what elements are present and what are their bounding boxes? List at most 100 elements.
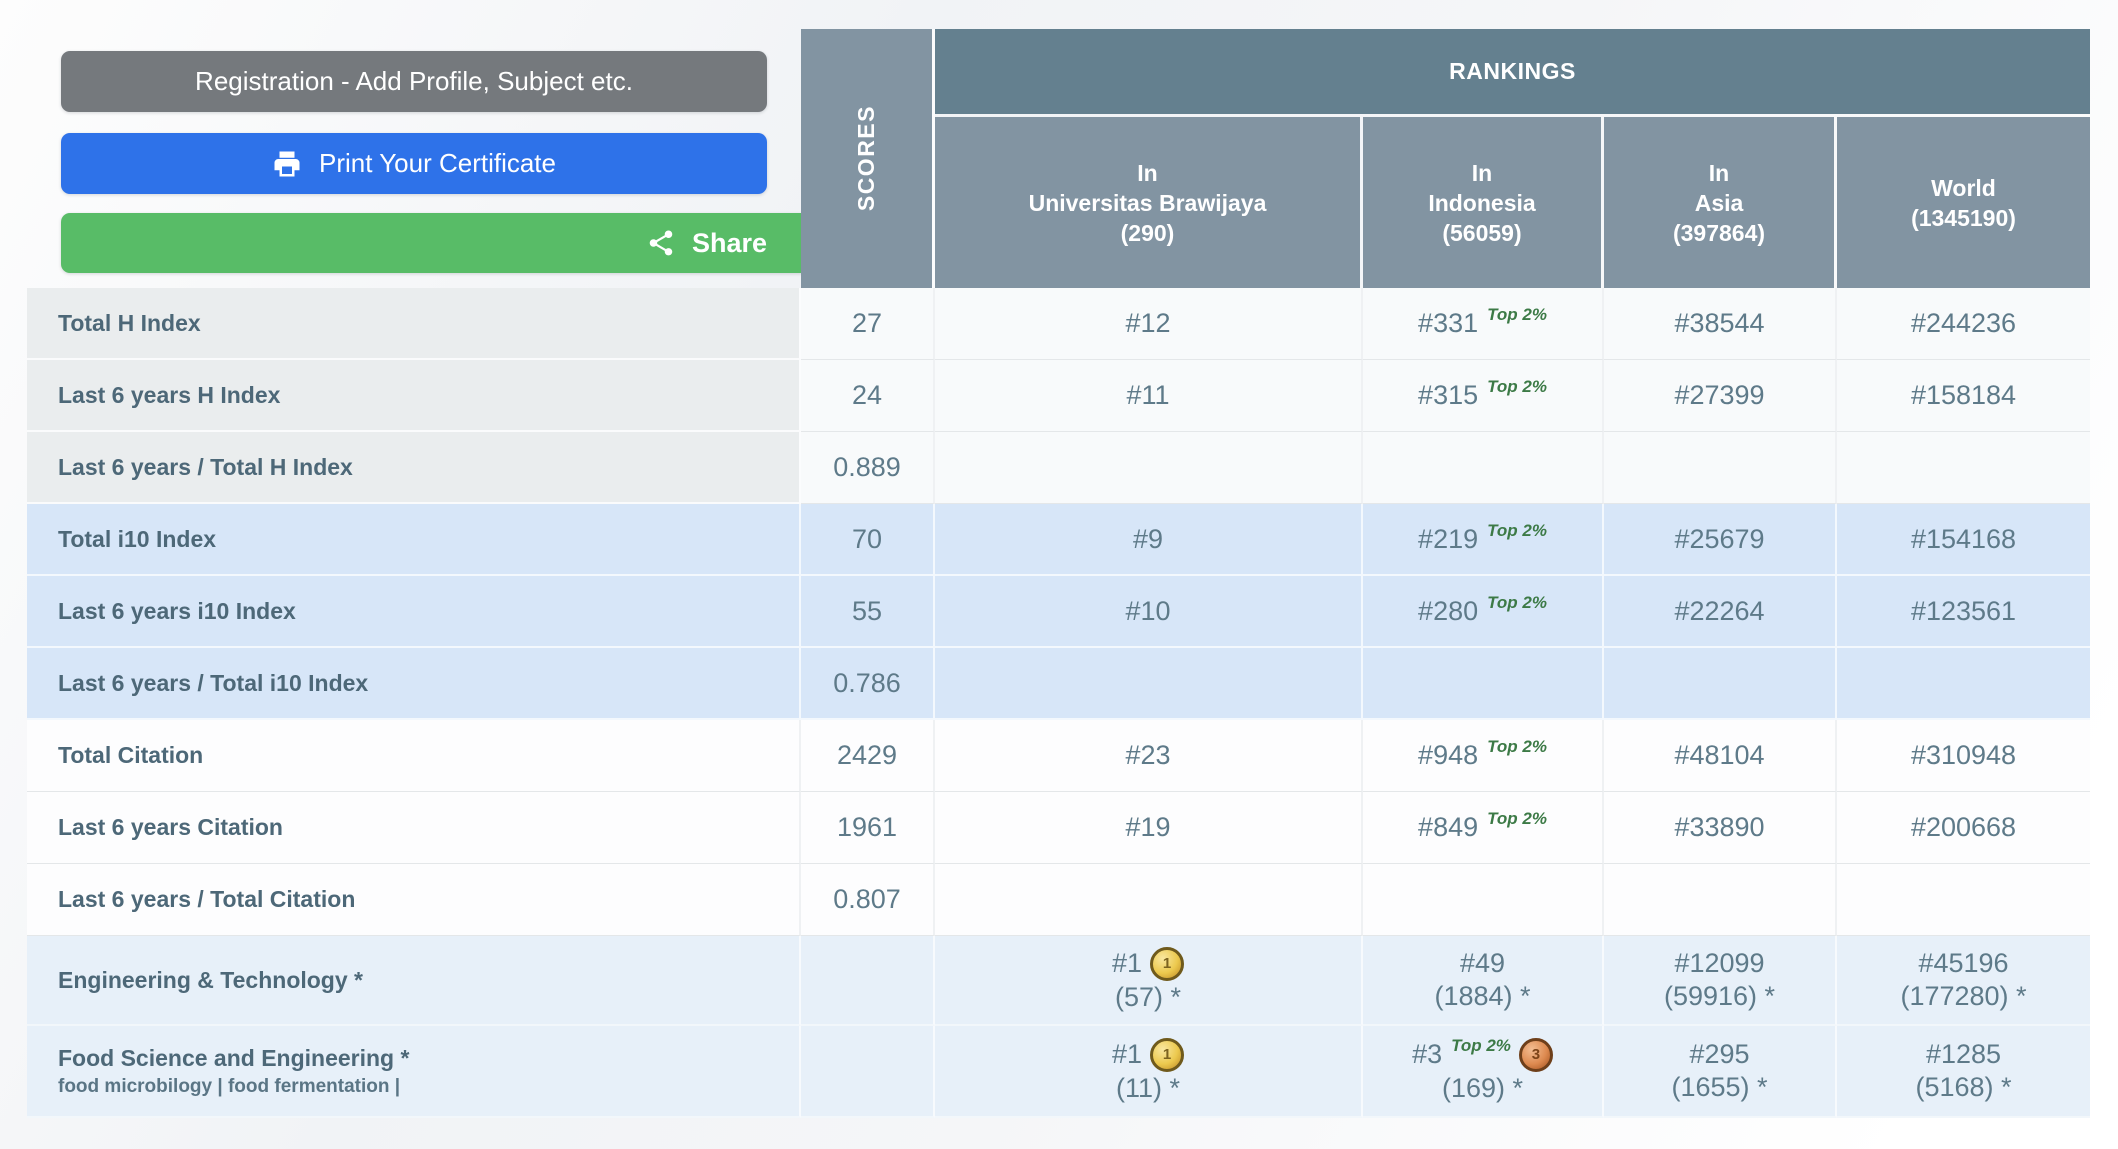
rank-value: #244236 [1910, 308, 2017, 338]
rank-value: #849 [1418, 812, 1479, 842]
rank-cell-indonesia: #280 Top 2% [1363, 576, 1604, 648]
rank-cell-world [1837, 648, 2090, 720]
rank-value: #1285 [1925, 1039, 2002, 1069]
row-label: Last 6 years / Total Citation [58, 886, 356, 912]
rank-value: #280 [1418, 595, 1479, 626]
rank-value: #219 [1418, 523, 1479, 554]
top-2-percent-badge: Top 2% [1487, 737, 1547, 756]
rank-denominator: (5168) * [1915, 1072, 2012, 1102]
rank-line: #49 [1460, 947, 1505, 980]
row-label: Last 6 years Citation [58, 814, 283, 840]
rank-cell-asia [1604, 864, 1837, 936]
rank-line: #11 [1126, 379, 1169, 412]
rank-denominator: (1884) * [1434, 981, 1531, 1011]
score-cell [801, 1026, 935, 1118]
rank-cell-asia: #33890 [1604, 792, 1837, 864]
rank-value: #154168 [1910, 523, 2017, 554]
rank-line: #12 [1125, 307, 1170, 340]
rank-value: #200668 [1910, 812, 2017, 842]
row-label-cell: Last 6 years / Total i10 Index [27, 648, 801, 720]
column-header-line: Indonesia [1428, 189, 1536, 216]
rank-value: #49 [1459, 948, 1506, 978]
rankings-column-headers: In Universitas Brawijaya (290) In Indonesia (… [935, 117, 2090, 288]
rank-cell-asia: #27399 [1604, 360, 1837, 432]
rank-cell-asia: #22264 [1604, 576, 1837, 648]
rank-denominator: (177280) * [1900, 981, 2027, 1011]
column-header-line: (290) [1120, 219, 1175, 246]
rank-cell-indonesia: #315 Top 2% [1363, 360, 1604, 432]
score-value: 0.889 [833, 452, 901, 482]
row-label-cell: Total Citation [27, 720, 801, 792]
rank-cell-asia: #48104 [1604, 720, 1837, 792]
rank-cell-indonesia: #948 Top 2% [1363, 720, 1604, 792]
rank-denominator: (59916) * [1663, 981, 1776, 1011]
row-label-cell: Food Science and Engineering * food micro… [27, 1026, 801, 1118]
rank-line: #33890 [1674, 811, 1764, 844]
score-cell: 0.807 [801, 864, 935, 936]
rank-cell-universitas-brawijaya [935, 648, 1363, 720]
rank-cell-world: #310948 [1837, 720, 2090, 792]
rank-cell-world [1837, 864, 2090, 936]
rank-value: #12099 [1674, 948, 1765, 978]
top-2-percent-badge: Top 2% [1487, 592, 1547, 612]
score-value: 0.786 [833, 667, 901, 698]
rankings-table: SCORES RANKINGS In Universitas Brawijaya (… [27, 29, 2090, 1118]
scores-column-header-label: SCORES [853, 105, 879, 212]
rank-cell-indonesia [1363, 648, 1604, 720]
rank-value: #948 [1418, 740, 1479, 770]
column-header-line: Universitas Brawijaya [1028, 189, 1267, 216]
column-header-line: World [1931, 174, 1996, 201]
score-value: 24 [851, 380, 883, 410]
rank-value: #23 [1125, 740, 1171, 770]
column-header-line: In [1137, 159, 1158, 186]
row-label-cell: Last 6 years / Total H Index [27, 432, 801, 504]
rank-line: #19 [1125, 811, 1170, 844]
score-cell: 2429 [801, 720, 935, 792]
rank-value: #331 [1418, 308, 1479, 338]
header-spacer [27, 29, 801, 288]
column-header-line: In [1471, 159, 1493, 186]
rank-value: #38544 [1674, 308, 1765, 338]
rank-value: #48104 [1674, 740, 1765, 770]
rank-line: #3 Top 2% 3 [1412, 1036, 1553, 1072]
rank-line: #10 [1125, 595, 1170, 628]
column-header-line: (397864) [1672, 219, 1766, 246]
rank-cell-indonesia [1363, 864, 1604, 936]
print-certificate-button[interactable]: Print Your Certificate [61, 133, 767, 194]
rank-line: #25679 [1674, 523, 1764, 556]
gold-medal-icon: 1 [1150, 1037, 1185, 1072]
rank-value: #9 [1132, 523, 1164, 554]
rank-line: #23 [1125, 739, 1170, 772]
rank-cell-asia [1604, 648, 1837, 720]
rank-line: #219 Top 2% [1418, 521, 1547, 556]
rank-denominator: (11) * [1115, 1072, 1181, 1103]
rank-value: #11 [1126, 380, 1170, 410]
rank-line: #948 Top 2% [1418, 737, 1547, 772]
rank-cell-universitas-brawijaya: #23 [935, 720, 1363, 792]
top-2-percent-badge: Top 2% [1487, 377, 1547, 396]
rank-value: #310948 [1910, 740, 2017, 770]
score-cell: 27 [801, 288, 935, 360]
row-label-cell: Last 6 years i10 Index [27, 576, 801, 648]
rank-line: #45196 [1918, 947, 2008, 980]
rank-line: #244236 [1911, 307, 2016, 340]
registration-button[interactable]: Registration - Add Profile, Subject etc. [61, 51, 767, 112]
rank-cell-world: #244236 [1837, 288, 2090, 360]
score-value: 1961 [836, 812, 898, 842]
rank-line: #9 [1133, 523, 1163, 556]
row-label: Food Science and Engineering * [58, 1044, 410, 1071]
score-value: 55 [851, 595, 883, 626]
row-label: Last 6 years / Total i10 Index [58, 669, 369, 696]
printer-icon [272, 149, 302, 179]
score-value: 0.807 [833, 884, 901, 914]
rank-line: #154168 [1911, 523, 2016, 556]
row-label: Last 6 years H Index [58, 381, 281, 408]
rank-line: #158184 [1911, 379, 2016, 412]
rank-cell-world: #154168 [1837, 504, 2090, 576]
top-2-percent-badge: Top 2% [1487, 520, 1547, 540]
score-cell [801, 936, 935, 1026]
row-label: Last 6 years i10 Index [58, 597, 296, 624]
